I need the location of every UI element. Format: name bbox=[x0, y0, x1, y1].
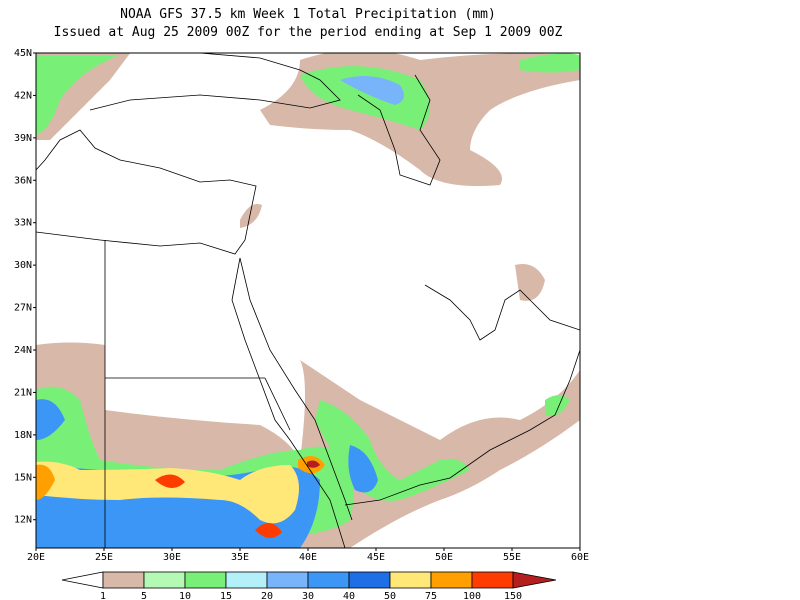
legend-swatch bbox=[430, 571, 473, 589]
legend-label: 75 bbox=[425, 591, 437, 600]
legend-label: 30 bbox=[302, 591, 314, 600]
lat-label: 33N bbox=[14, 218, 32, 229]
lon-label: 50E bbox=[435, 552, 453, 563]
lat-label: 21N bbox=[14, 387, 32, 398]
legend-swatch bbox=[184, 571, 227, 589]
coastlines bbox=[36, 53, 580, 548]
lat-label: 12N bbox=[14, 515, 32, 526]
subtitle: Issued at Aug 25 2009 00Z for the period… bbox=[54, 25, 563, 40]
lat-label: 18N bbox=[14, 430, 32, 441]
legend-swatch bbox=[389, 571, 432, 589]
lon-label: 60E bbox=[571, 552, 589, 563]
legend-swatch bbox=[471, 571, 514, 589]
lat-label: 36N bbox=[14, 175, 32, 186]
lon-label: 25E bbox=[95, 552, 113, 563]
legend-label: 10 bbox=[179, 591, 191, 600]
lat-label: 15N bbox=[14, 472, 32, 483]
legend-label: 1 bbox=[100, 591, 106, 600]
legend-label: 50 bbox=[384, 591, 396, 600]
lat-label: 42N bbox=[14, 90, 32, 101]
lat-label: 27N bbox=[14, 303, 32, 314]
legend-swatch bbox=[61, 571, 104, 589]
legend-label: 100 bbox=[463, 591, 481, 600]
precipitation bbox=[36, 53, 580, 548]
lat-label: 45N bbox=[14, 48, 32, 59]
legend-swatch bbox=[143, 571, 186, 589]
legend-label: 20 bbox=[261, 591, 273, 600]
map bbox=[35, 52, 581, 549]
legend-swatch bbox=[266, 571, 309, 589]
axes: 45N 42N 39N 36N 33N 30N 27N 24N 21N 18N 15N 12N 20E 2… bbox=[14, 48, 589, 563]
lon-label: 20E bbox=[27, 552, 45, 563]
legend-swatch bbox=[102, 571, 145, 589]
lat-label: 30N bbox=[14, 260, 32, 271]
lon-label: 55E bbox=[503, 552, 521, 563]
lat-label: 39N bbox=[14, 133, 32, 144]
legend-swatch bbox=[225, 571, 268, 589]
legend-swatch bbox=[348, 571, 391, 589]
lon-label: 45E bbox=[367, 552, 385, 563]
lon-label: 40E bbox=[299, 552, 317, 563]
legend-label: 5 bbox=[141, 591, 147, 600]
legend-label: 150 bbox=[504, 591, 522, 600]
lon-label: 30E bbox=[163, 552, 181, 563]
legend-swatch bbox=[307, 571, 350, 589]
legend-label: 15 bbox=[220, 591, 232, 600]
legend: 1 5 10 15 20 30 40 50 75 100 150 bbox=[61, 571, 557, 600]
legend-label: 40 bbox=[343, 591, 355, 600]
lon-label: 35E bbox=[231, 552, 249, 563]
lat-label: 24N bbox=[14, 345, 32, 356]
title: NOAA GFS 37.5 km Week 1 Total Precipitat… bbox=[120, 7, 496, 22]
legend-swatch bbox=[512, 571, 557, 589]
